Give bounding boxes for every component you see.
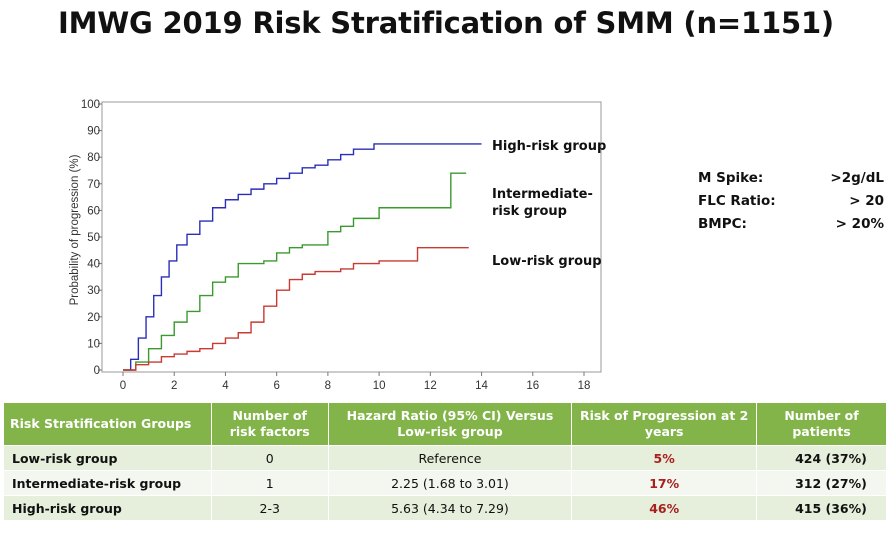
- y-tick-label: 50: [87, 232, 100, 244]
- y-tick-label: 10: [87, 338, 100, 350]
- curve-label-line: Low-risk group: [492, 254, 602, 269]
- y-tick-label: 30: [87, 285, 100, 297]
- x-tick-label: 4: [222, 380, 229, 392]
- series-line-intermediate-risk-group: [123, 172, 467, 371]
- criteria-value: >2g/dL: [830, 170, 884, 186]
- y-tick-label: 90: [87, 126, 100, 138]
- x-tick-label: 16: [526, 380, 539, 392]
- cell-risk: 5%: [571, 445, 758, 471]
- risk-stratification-table: Risk Stratification Groups Number of ris…: [3, 402, 887, 521]
- table-header-row: Risk Stratification Groups Number of ris…: [3, 402, 887, 446]
- cell-factors: 2-3: [210, 495, 329, 521]
- x-tick-label: 2: [171, 380, 177, 392]
- criteria-row-m-spike: M Spike: >2g/dL: [698, 170, 884, 193]
- criteria-row-bmpc: BMPC: > 20%: [698, 216, 884, 239]
- cell-hazard: 5.63 (4.34 to 7.29): [327, 495, 573, 521]
- cell-factors: 0: [210, 445, 329, 471]
- criteria-label: BMPC:: [698, 216, 747, 232]
- curve-label-line: Intermediate-: [492, 187, 593, 202]
- y-tick-label: 100: [81, 99, 100, 111]
- cell-group: Intermediate-risk group: [3, 470, 212, 496]
- x-tick-label: 12: [424, 380, 437, 392]
- x-tick-label: 6: [273, 380, 279, 392]
- series-lines: [123, 143, 482, 371]
- criteria-label: FLC Ratio:: [698, 193, 776, 209]
- cell-group: High-risk group: [3, 495, 212, 521]
- series-line-low-risk-group: [123, 246, 469, 371]
- criteria-value: > 20%: [835, 216, 884, 232]
- table-row: High-risk group 2-3 5.63 (4.34 to 7.29) …: [3, 495, 887, 521]
- y-tick-label: 80: [87, 152, 100, 164]
- curve-label-line: High-risk group: [492, 139, 606, 154]
- y-tick-label: 0: [94, 365, 100, 377]
- y-tick-label: 70: [87, 179, 100, 191]
- cell-patients: 312 (27%): [756, 470, 887, 496]
- curve-label: Low-risk group: [492, 254, 602, 269]
- y-axis-ticks: 0 10 20 30 40 50 60 70 80 90 100: [81, 99, 102, 377]
- cell-hazard: 2.25 (1.68 to 3.01): [327, 470, 573, 496]
- risk-criteria: M Spike: >2g/dL FLC Ratio: > 20 BMPC: > …: [698, 170, 884, 239]
- x-tick-label: 8: [325, 380, 331, 392]
- curve-labels: High-risk group Intermediate-risk group Lo…: [492, 139, 606, 269]
- criteria-value: > 20: [849, 193, 884, 209]
- y-tick-label: 40: [87, 259, 100, 271]
- cell-risk: 17%: [571, 470, 758, 496]
- cell-factors: 1: [210, 470, 329, 496]
- curve-label: Intermediate-risk group: [492, 187, 593, 219]
- table-row: Low-risk group 0 Reference 5% 424 (37%): [3, 445, 887, 471]
- y-tick-label: 60: [87, 205, 100, 217]
- table-row: Intermediate-risk group 1 2.25 (1.68 to …: [3, 470, 887, 496]
- header-patients: Number of patients: [756, 402, 887, 446]
- kaplan-meier-chart: 0 10 20 30 40 50 60 70 80 90 100 0 2 4 6 8 10 12 14 16 18 P…: [69, 99, 606, 392]
- page-title: IMWG 2019 Risk Stratification of SMM (n=…: [58, 6, 834, 40]
- cell-risk: 46%: [571, 495, 758, 521]
- x-tick-label: 18: [578, 380, 591, 392]
- cell-hazard: Reference: [327, 445, 573, 471]
- series-line-high-risk-group: [123, 143, 482, 371]
- header-hazard-ratio: Hazard Ratio (95% CI) Versus Low-risk gr…: [327, 402, 573, 446]
- x-tick-label: 14: [475, 380, 488, 392]
- header-groups: Risk Stratification Groups: [3, 402, 212, 446]
- cell-patients: 424 (37%): [756, 445, 887, 471]
- x-axis-ticks: 0 2 4 6 8 10 12 14 16 18: [120, 372, 591, 392]
- y-tick-label: 20: [87, 312, 100, 324]
- curve-label-line: risk group: [492, 204, 567, 219]
- cell-patients: 415 (36%): [756, 495, 887, 521]
- x-tick-label: 10: [373, 380, 386, 392]
- criteria-row-flc-ratio: FLC Ratio: > 20: [698, 193, 884, 216]
- cell-group: Low-risk group: [3, 445, 212, 471]
- curve-label: High-risk group: [492, 139, 606, 154]
- y-axis-label: Probability of progression (%): [69, 154, 81, 305]
- header-risk-factors: Number of risk factors: [210, 402, 329, 446]
- criteria-label: M Spike:: [698, 170, 764, 186]
- x-tick-label: 0: [120, 380, 126, 392]
- header-risk-progression: Risk of Progression at 2 years: [571, 402, 758, 446]
